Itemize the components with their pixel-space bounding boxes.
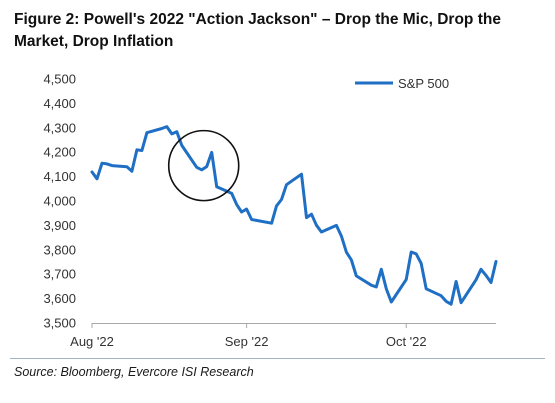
source-note: Source: Bloomberg, Evercore ISI Research (14, 365, 254, 379)
annotation-layer (167, 129, 240, 202)
y-tick-label: 4,000 (43, 194, 76, 209)
jackson-hole-highlight-circle (167, 129, 240, 202)
x-tick-label: Aug '22 (70, 334, 114, 349)
legend: S&P 500 (355, 76, 449, 91)
legend-label: S&P 500 (398, 76, 449, 91)
y-tick-label: 3,900 (43, 218, 76, 233)
source-divider (10, 358, 545, 359)
y-tick-label: 3,500 (43, 316, 76, 331)
x-axis: Aug '22 Sep '22 Oct '22 (70, 323, 496, 349)
sp500-line (90, 125, 498, 306)
series-layer (90, 125, 498, 306)
x-tick-label: Oct '22 (386, 334, 427, 349)
y-tick-label: 3,800 (43, 242, 76, 257)
y-tick-label: 4,400 (43, 96, 76, 111)
y-tick-label: 4,100 (43, 169, 76, 184)
y-axis-labels: 3,500 3,600 3,700 3,800 3,900 4,000 4,100 4,200… (43, 72, 76, 331)
y-tick-label: 4,500 (43, 72, 76, 87)
y-tick-label: 3,600 (43, 291, 76, 306)
x-tick-label: Sep '22 (225, 334, 269, 349)
y-tick-label: 3,700 (43, 267, 76, 282)
figure-title: Figure 2: Powell's 2022 "Action Jackson"… (14, 11, 501, 50)
y-tick-label: 4,200 (43, 145, 76, 160)
y-tick-label: 4,300 (43, 120, 76, 135)
